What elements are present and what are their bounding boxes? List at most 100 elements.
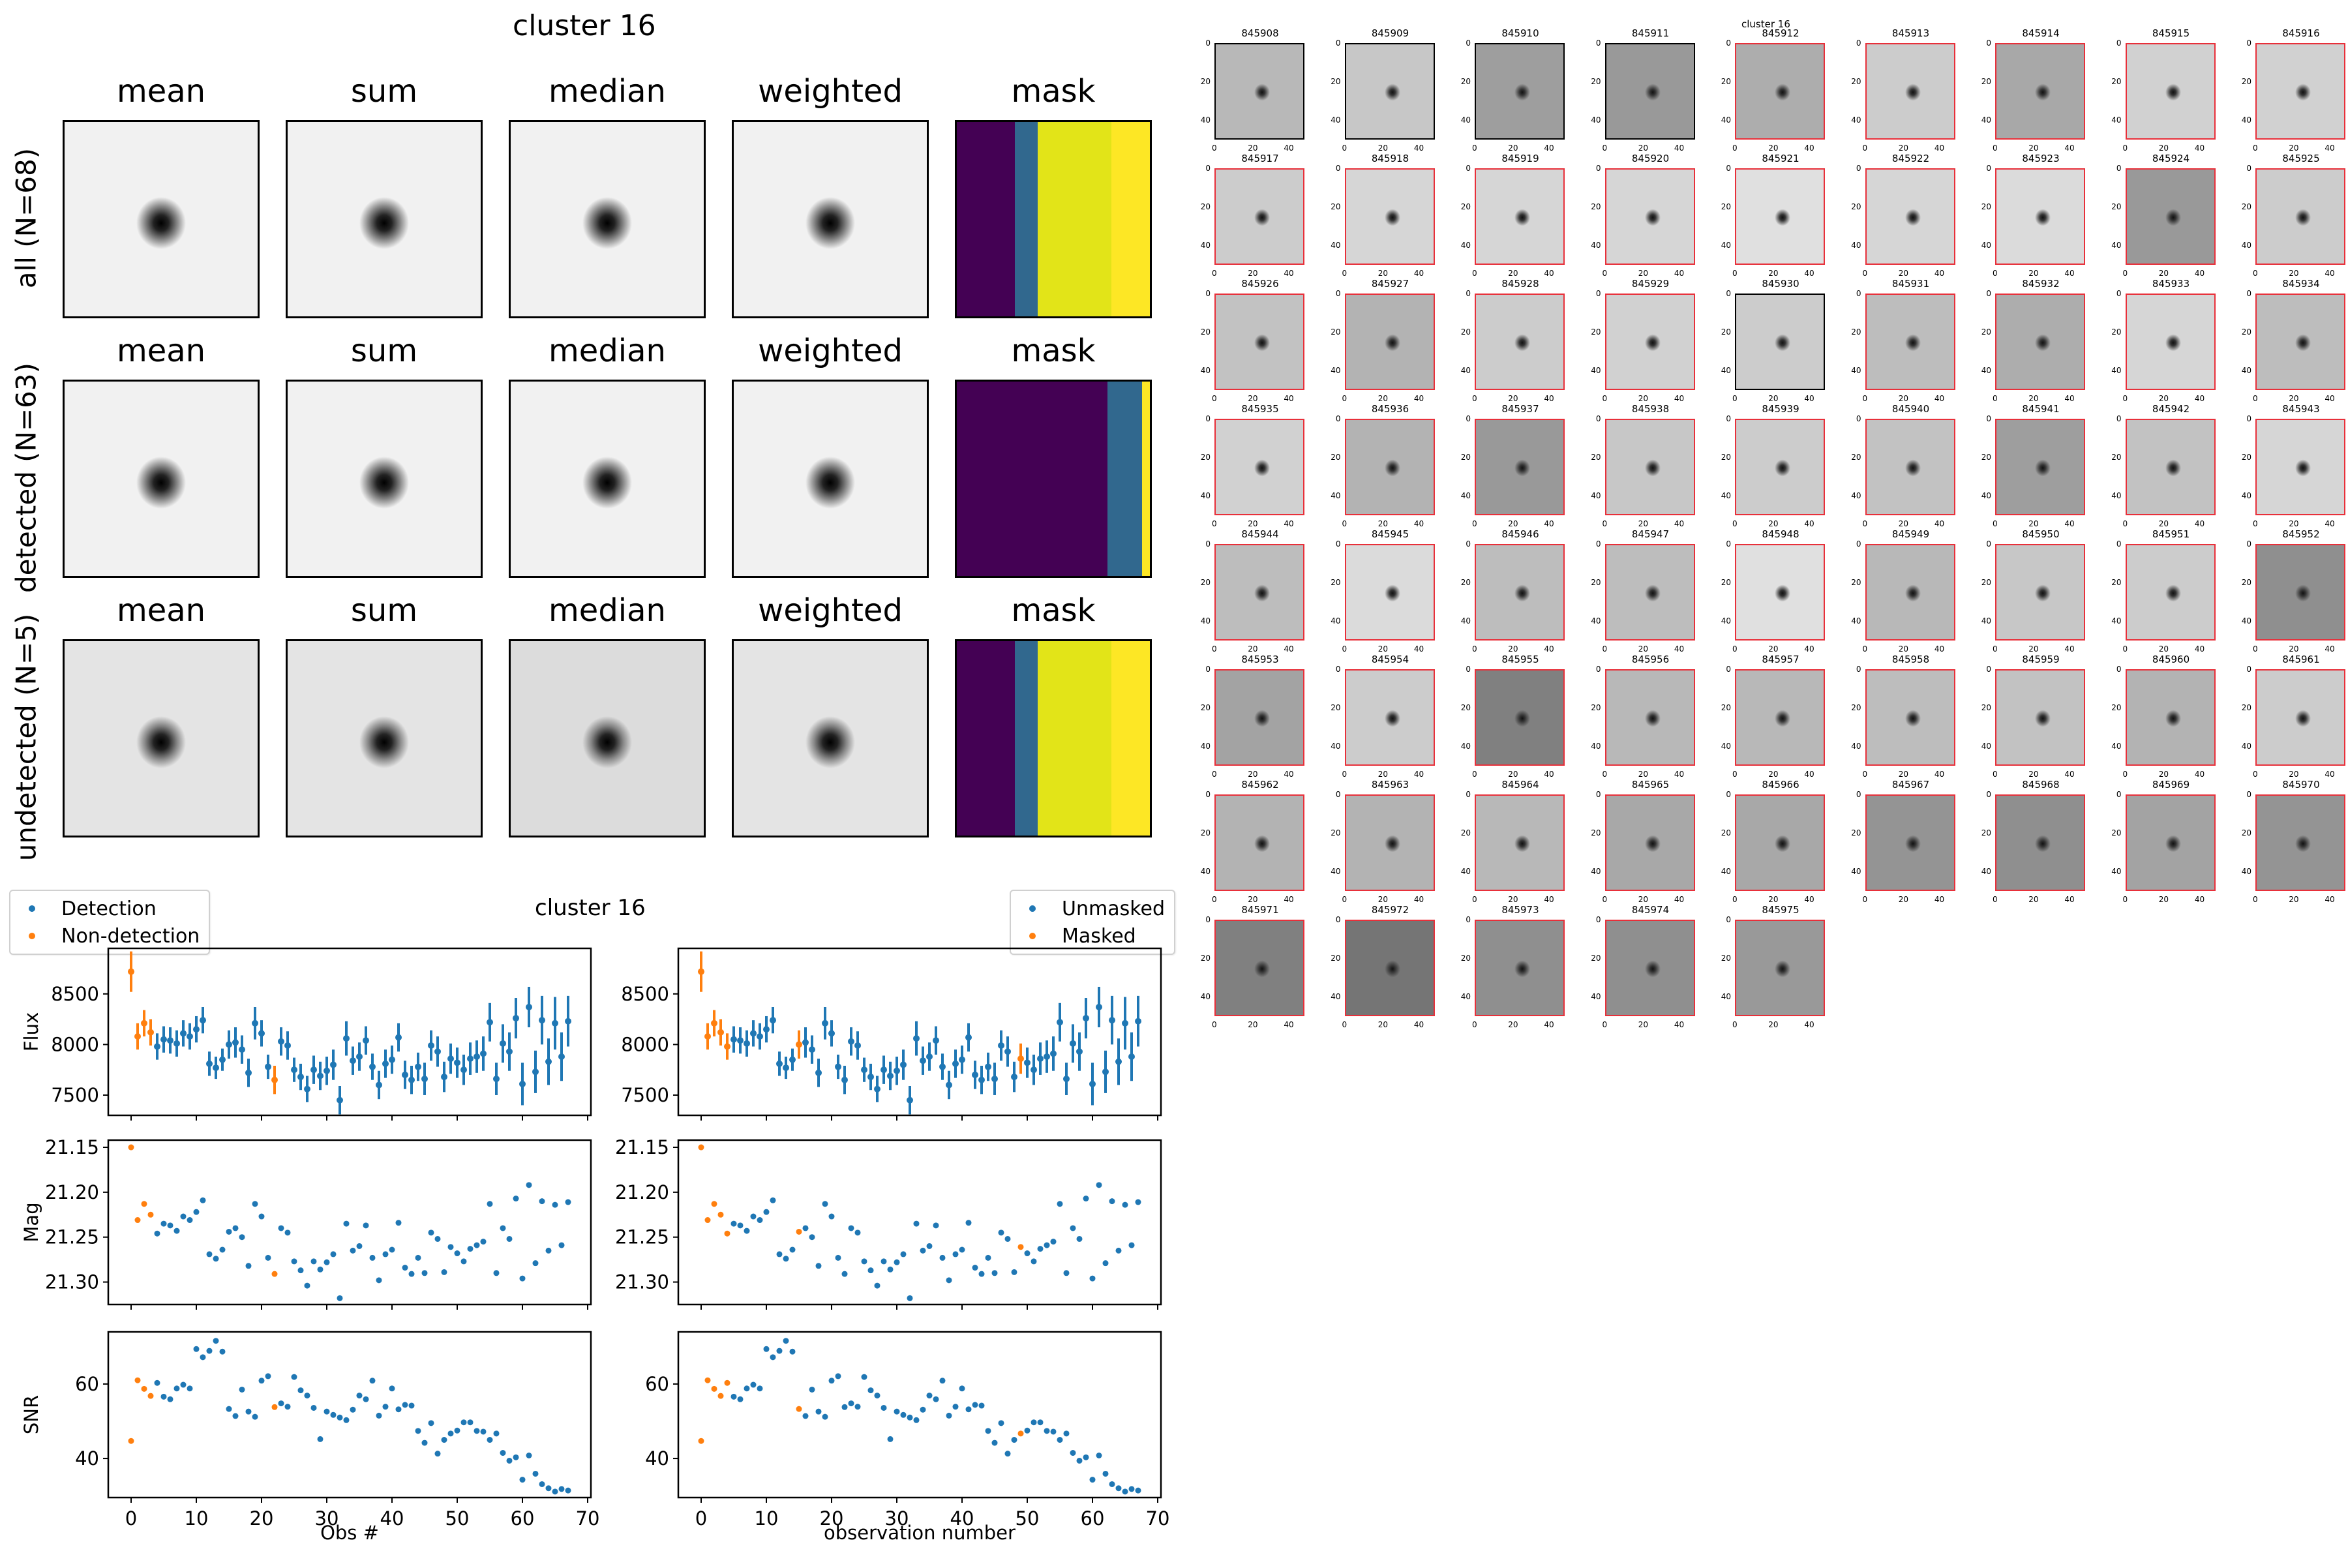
- stamp-image: [1344, 920, 1435, 1016]
- stamp-x-tick-label: 40: [2325, 143, 2335, 153]
- stamp-x-tick-label: 40: [2325, 895, 2335, 904]
- data-point: [828, 1213, 835, 1220]
- stamp-x-tick-label: 0: [1993, 519, 1998, 528]
- stamp-y-tick-label: 0: [1205, 289, 1211, 298]
- stamp-y-tick-label: 40: [2241, 115, 2251, 125]
- stamp-x-tick-label: 0: [2122, 394, 2128, 403]
- data-point: [1011, 1269, 1017, 1275]
- stamp-cell: 845921 0 0 20 20 40 40: [1709, 153, 1839, 283]
- stamp-x-tick-label: 40: [2194, 394, 2205, 403]
- stamp-id: 845911: [1631, 27, 1670, 39]
- data-point: [310, 1258, 317, 1265]
- data-point: [447, 1055, 454, 1063]
- data-point: [796, 1406, 802, 1412]
- stamp-id: 845931: [1891, 278, 1930, 290]
- stamp-id: 845946: [1501, 528, 1539, 540]
- stamp-y-tick-label: 20: [1721, 828, 1731, 838]
- stamp-cell: 845971 0 0 20 20 40 40: [1188, 904, 1319, 1034]
- stamp-x-tick-label: 20: [1768, 269, 1779, 278]
- data-point: [193, 1346, 200, 1352]
- data-point: [206, 1348, 213, 1354]
- stamp-cell: 845915 0 0 20 20 40 40: [2100, 27, 2230, 158]
- stamp-y-tick-label: 20: [1331, 703, 1341, 713]
- data-point: [698, 1144, 704, 1151]
- stamp-cell: 845935 0 0 20 20 40 40: [1188, 403, 1319, 534]
- stamp-x-tick-label: 40: [1804, 519, 1814, 528]
- stamp-y-tick-label: 20: [1200, 327, 1211, 337]
- data-point: [376, 1277, 382, 1284]
- stamp-cell: 845958 0 0 20 20 40 40: [1839, 654, 1970, 784]
- data-point: [434, 1451, 441, 1457]
- data-point: [933, 1222, 939, 1229]
- stamp-id: 845970: [2282, 779, 2320, 791]
- mask-band: [957, 122, 1015, 316]
- stamp-x-tick-label: 0: [1602, 1020, 1608, 1029]
- stamp-x-tick-label: 20: [1898, 644, 1908, 654]
- stamp-cell: 845931 0 0 20 20 40 40: [1839, 278, 1970, 408]
- data-point: [493, 1270, 500, 1276]
- data-point: [867, 1074, 874, 1081]
- stamp-y-tick-label: 40: [1591, 366, 1601, 376]
- data-point: [180, 1030, 187, 1037]
- stamp-x-tick-label: 20: [2158, 895, 2169, 904]
- data-point: [454, 1059, 460, 1066]
- stamp-id: 845930: [1762, 278, 1799, 290]
- data-point: [946, 1277, 952, 1284]
- data-point: [913, 1035, 920, 1042]
- stamp-y-tick-label: 20: [2111, 578, 2122, 588]
- stamp-y-tick-label: 20: [1200, 954, 1211, 963]
- stamp-id: 845928: [1501, 278, 1539, 290]
- data-point: [467, 1246, 474, 1252]
- stamp-x-tick-label: 40: [1544, 1020, 1554, 1029]
- stamp-cell: 845937 0 0 20 20 40 40: [1449, 403, 1579, 534]
- stamp-y-tick-label: 0: [2246, 665, 2251, 674]
- data-point: [454, 1250, 460, 1257]
- stamp-image: [1214, 419, 1304, 515]
- stamp-x-tick-label: 40: [1544, 519, 1554, 528]
- data-point: [160, 1393, 167, 1400]
- stamp-cell: 845908 0 0 20 20 40 40: [1188, 27, 1319, 158]
- stamp-x-tick-label: 20: [1768, 143, 1779, 153]
- stamp-y-tick-label: 20: [1851, 77, 1861, 87]
- stamp-x-tick-label: 20: [1377, 1020, 1388, 1029]
- data-point: [894, 1259, 900, 1265]
- data-point: [770, 1354, 776, 1361]
- detection-legend: Detection Non-detection: [9, 890, 211, 955]
- stamp-x-tick-label: 20: [2028, 770, 2039, 779]
- data-point: [389, 1246, 395, 1253]
- stamp-x-tick-label: 0: [1472, 519, 1477, 528]
- stamp-x-tick-label: 0: [2253, 644, 2258, 654]
- stamp-y-tick-label: 0: [1726, 164, 1731, 173]
- stamp-x-tick-label: 20: [1508, 644, 1518, 654]
- data-point: [193, 1209, 200, 1215]
- data-point: [330, 1411, 337, 1418]
- stamp-id: 845936: [1371, 403, 1409, 415]
- x-tick-label: 50: [445, 1507, 470, 1530]
- stamp-y-tick-label: 0: [1335, 915, 1341, 924]
- stamp-x-tick-label: 0: [2253, 269, 2258, 278]
- stamp-y-tick-label: 0: [1335, 38, 1341, 48]
- stamp-x-tick-label: 0: [1602, 143, 1608, 153]
- data-point: [1017, 1055, 1024, 1063]
- data-point: [245, 1263, 252, 1269]
- stamp-y-tick-label: 20: [1591, 202, 1601, 212]
- data-point: [1096, 1003, 1102, 1010]
- stamp-id: 845920: [1631, 153, 1670, 164]
- x-tick-label: 70: [1146, 1507, 1170, 1530]
- stamp-x-tick-label: 0: [1732, 394, 1738, 403]
- data-point: [317, 1072, 324, 1079]
- data-point: [1135, 1018, 1141, 1025]
- stamp-y-tick-label: 0: [1595, 164, 1601, 173]
- data-point: [278, 1038, 284, 1045]
- column-title-median: median: [549, 592, 666, 629]
- data-point: [1135, 1487, 1141, 1494]
- stamp-y-tick-label: 40: [2111, 115, 2122, 125]
- stamp-y-tick-label: 20: [1331, 578, 1341, 588]
- data-point: [154, 1043, 160, 1050]
- stamp-x-tick-label: 40: [1413, 519, 1424, 528]
- data-point: [128, 968, 134, 975]
- stamp-y-tick-label: 40: [1591, 867, 1601, 877]
- stamp-x-tick-label: 40: [1284, 895, 1294, 904]
- data-point: [565, 1018, 571, 1025]
- stamp-y-tick-label: 0: [1205, 539, 1211, 549]
